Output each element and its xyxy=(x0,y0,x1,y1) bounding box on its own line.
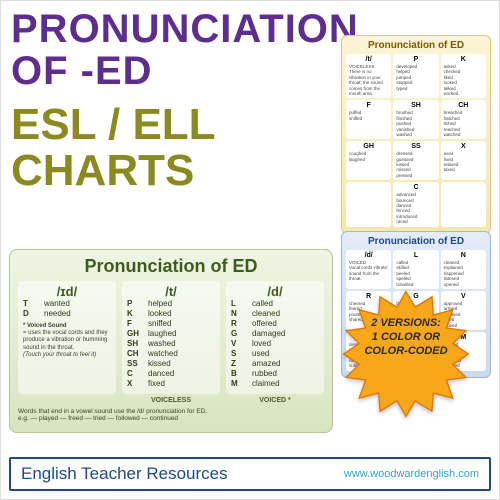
chart-green-header: Pronunciation of ED xyxy=(18,256,324,277)
word-pair: SSkissed xyxy=(127,359,215,369)
chart-yellow-header: Pronunciation of ED xyxy=(346,40,486,51)
mini-cell xyxy=(346,182,391,226)
word-pair: Roffered xyxy=(231,319,319,329)
mini-cell: /t/VOICELESS There is no vibration in yo… xyxy=(346,54,391,98)
word-pair: Klooked xyxy=(127,309,215,319)
bar-c1 xyxy=(18,397,116,404)
green-col1-sound: /ɪd/ xyxy=(23,284,111,299)
green-col2-sound: /t/ xyxy=(127,284,215,299)
word-pair: Mclaimed xyxy=(231,379,319,389)
mini-cell: Lcalled skilled peeled spelled travelled xyxy=(393,250,438,289)
word-pair: Dneeded xyxy=(23,309,111,319)
green-col3: /d/ LcalledNcleanedRofferedGdamagedVlove… xyxy=(226,281,324,394)
title-block: PRONUNCIATION OF -ED ESL / ELL CHARTS xyxy=(11,9,359,193)
mini-cell: SHbrushed finished pushed vanished washe… xyxy=(393,100,438,139)
mini-cell: GHcoughed laughed xyxy=(346,141,391,180)
chart-yellow: Pronunciation of ED /t/VOICELESS There i… xyxy=(341,35,491,234)
mini-cell: CHbreached hatched itched reached watche… xyxy=(441,100,486,139)
green-col1-note: * Voiced Sound = uses the vocal cords an… xyxy=(23,323,111,359)
title-line1: PRONUNCIATION xyxy=(11,9,359,49)
green-col2-rows: PhelpedKlookedFsniffedGHlaughedSHwashedC… xyxy=(127,299,215,389)
mini-cell xyxy=(441,182,486,226)
note-tip: (Touch your throat to feel it) xyxy=(23,352,96,358)
mini-cell: Pdeveloped helped jumped stopped typed xyxy=(393,54,438,98)
chart-green: Pronunciation of ED /ɪd/ TwantedDneeded … xyxy=(9,249,333,433)
word-pair: Xfixed xyxy=(127,379,215,389)
mini-cell: Xaxed fixed relaxed taxed xyxy=(441,141,486,180)
chart-yellow-grid: /t/VOICELESS There is no vibration in yo… xyxy=(346,54,486,227)
voicing-bar: VOICELESS VOICED * xyxy=(18,397,324,404)
mini-cell: Ncleaned explained happened listened ope… xyxy=(441,250,486,289)
word-pair: Brubbed xyxy=(231,369,319,379)
word-pair: Phelped xyxy=(127,299,215,309)
mini-cell: Fpuffed sniffed xyxy=(346,100,391,139)
note-title: * Voiced Sound xyxy=(23,323,67,329)
word-pair: Gdamaged xyxy=(231,329,319,339)
footer-bar: English Teacher Resources www.woodwarden… xyxy=(9,457,491,491)
word-pair: Zamazed xyxy=(231,359,319,369)
footer-text: English Teacher Resources xyxy=(21,464,228,484)
word-pair: Vloved xyxy=(231,339,319,349)
word-pair: Ncleaned xyxy=(231,309,319,319)
word-pair: Lcalled xyxy=(231,299,319,309)
word-pair: Sused xyxy=(231,349,319,359)
word-pair: CHwatched xyxy=(127,349,215,359)
green-footnote: Words that end in a vowel sound use the … xyxy=(18,408,324,422)
mini-cell: /d/VOICED Vocal cords vibrate; sound fro… xyxy=(346,250,391,289)
word-pair: Cdanced xyxy=(127,369,215,379)
starburst-badge xyxy=(341,289,471,419)
green-col1-rows: TwantedDneeded xyxy=(23,299,111,319)
bar-c2: VOICELESS xyxy=(122,397,220,404)
word-pair: SHwashed xyxy=(127,339,215,349)
green-col2: /t/ PhelpedKlookedFsniffedGHlaughedSHwas… xyxy=(122,281,220,394)
bar-c3: VOICED * xyxy=(226,397,324,404)
green-col1: /ɪd/ TwantedDneeded * Voiced Sound = use… xyxy=(18,281,116,394)
subtitle-line2: CHARTS xyxy=(11,149,359,193)
footer-site: www.woodwardenglish.com xyxy=(344,468,479,480)
word-pair: GHlaughed xyxy=(127,329,215,339)
mini-cell: Cadvanced bounced danced fenced introduc… xyxy=(393,182,438,226)
chart-blue-header: Pronunciation of ED xyxy=(346,236,486,247)
note-body: = uses the vocal cords and they produce … xyxy=(23,330,108,350)
mini-cell: SSdressed guessed kissed missed pressed xyxy=(393,141,438,180)
green-col3-sound: /d/ xyxy=(231,284,319,299)
mini-cell: Kasked checked liked looked talked worke… xyxy=(441,54,486,98)
word-pair: Fsniffed xyxy=(127,319,215,329)
word-pair: Twanted xyxy=(23,299,111,309)
green-col3-rows: LcalledNcleanedRofferedGdamagedVlovedSus… xyxy=(231,299,319,389)
subtitle-line1: ESL / ELL xyxy=(11,103,359,147)
title-line2: OF -ED xyxy=(11,51,359,91)
